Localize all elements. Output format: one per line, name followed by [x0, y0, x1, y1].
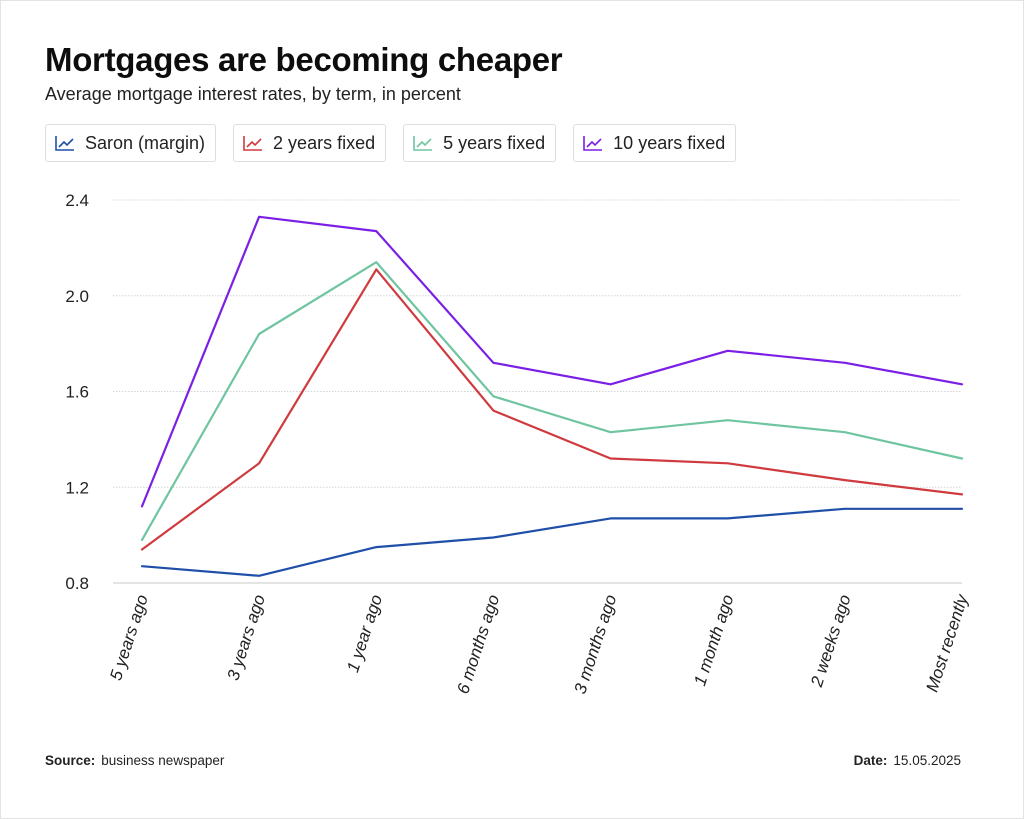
line-chart-icon: [55, 136, 74, 151]
x-tick-label: Most recently: [922, 591, 972, 694]
series-line-0: [140, 507, 964, 577]
x-tick-label: 3 months ago: [570, 592, 620, 696]
y-tick-label: 0.8: [65, 574, 89, 593]
x-tick-label: 6 months ago: [453, 592, 503, 696]
line-chart-icon: [583, 136, 603, 151]
series-line-3: [140, 215, 964, 508]
legend-item-saron[interactable]: Saron (margin): [45, 124, 217, 162]
source-value: business newspaper: [101, 753, 225, 768]
series-line-2: [140, 261, 964, 542]
y-tick-label: 2.0: [65, 287, 89, 306]
x-tick-label: 3 years ago: [223, 592, 269, 682]
x-tick-label: 1 year ago: [343, 592, 386, 674]
date-note: Date: 15.05.2025: [854, 753, 961, 768]
legend-item-5y[interactable]: 5 years fixed: [403, 124, 557, 162]
date-value: 15.05.2025: [893, 753, 961, 768]
chart-subtitle: Average mortgage interest rates, by term…: [45, 84, 461, 104]
line-chart-icon: [413, 136, 433, 151]
legend-label: 10 years fixed: [613, 132, 726, 153]
legend-item-2y[interactable]: 2 years fixed: [233, 124, 387, 162]
legend: Saron (margin) 2 years fixed 5 years fix…: [45, 124, 737, 162]
x-tick-label: 5 years ago: [106, 592, 152, 682]
y-tick-label: 1.2: [65, 478, 89, 497]
legend-label: 2 years fixed: [273, 132, 376, 153]
line-chart-icon: [243, 136, 263, 151]
legend-label: Saron (margin): [85, 132, 206, 153]
chart-title: Mortgages are becoming cheaper: [45, 41, 563, 78]
y-tick-label: 2.4: [65, 191, 89, 210]
series-line-1: [140, 268, 964, 551]
source-label: Source:: [45, 753, 96, 768]
y-tick-label: 1.6: [65, 383, 89, 402]
date-label: Date:: [853, 753, 888, 768]
source-note: Source: business newspaper: [45, 753, 224, 768]
x-tick-label: 2 weeks ago: [807, 592, 855, 690]
x-tick-label: 1 month ago: [690, 592, 737, 688]
legend-label: 5 years fixed: [443, 132, 546, 153]
legend-item-10y[interactable]: 10 years fixed: [573, 124, 737, 162]
